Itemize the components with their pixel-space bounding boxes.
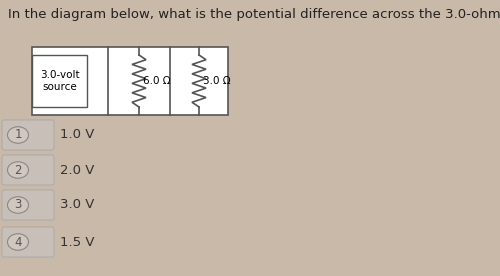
Ellipse shape <box>8 197 28 213</box>
Text: 3.0-volt
source: 3.0-volt source <box>40 70 80 92</box>
Text: 3.0 Ω: 3.0 Ω <box>203 76 230 86</box>
FancyBboxPatch shape <box>2 190 54 220</box>
FancyBboxPatch shape <box>2 227 54 257</box>
Text: 4: 4 <box>14 235 22 248</box>
Ellipse shape <box>8 127 28 143</box>
FancyBboxPatch shape <box>2 155 54 185</box>
Bar <box>32 55 87 107</box>
Bar <box>32 47 228 115</box>
Text: 3.0 V: 3.0 V <box>60 198 94 211</box>
Text: 1.5 V: 1.5 V <box>60 235 94 248</box>
Text: 2.0 V: 2.0 V <box>60 163 94 176</box>
Text: 6.0 Ω: 6.0 Ω <box>143 76 171 86</box>
Ellipse shape <box>8 162 28 178</box>
Text: In the diagram below, what is the potential difference across the 3.0-ohm resist: In the diagram below, what is the potent… <box>8 8 500 21</box>
Text: 2: 2 <box>14 163 22 176</box>
Text: 3: 3 <box>14 198 21 211</box>
Text: 1: 1 <box>14 129 22 142</box>
FancyBboxPatch shape <box>2 120 54 150</box>
Ellipse shape <box>8 234 28 250</box>
Text: 1.0 V: 1.0 V <box>60 129 94 142</box>
